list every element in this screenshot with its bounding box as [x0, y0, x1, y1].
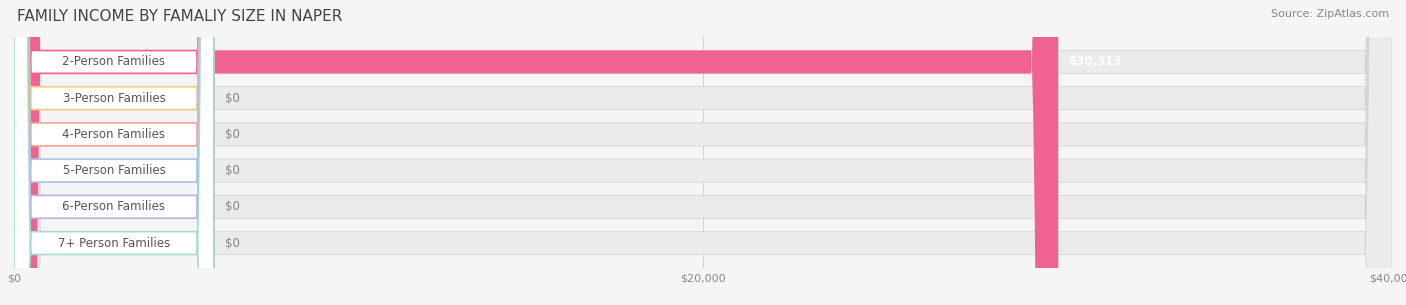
- Text: $0: $0: [225, 164, 240, 177]
- Text: 3-Person Families: 3-Person Families: [62, 92, 166, 105]
- FancyBboxPatch shape: [14, 0, 1059, 305]
- Text: $0: $0: [225, 92, 240, 105]
- Text: $0: $0: [225, 200, 240, 213]
- Text: 7+ Person Families: 7+ Person Families: [58, 237, 170, 249]
- FancyBboxPatch shape: [14, 0, 214, 305]
- FancyBboxPatch shape: [14, 0, 1392, 305]
- FancyBboxPatch shape: [14, 0, 214, 305]
- Text: 4-Person Families: 4-Person Families: [62, 128, 166, 141]
- FancyBboxPatch shape: [14, 0, 214, 305]
- Text: 5-Person Families: 5-Person Families: [62, 164, 166, 177]
- Text: $0: $0: [225, 237, 240, 249]
- Text: $0: $0: [225, 128, 240, 141]
- Text: FAMILY INCOME BY FAMALIY SIZE IN NAPER: FAMILY INCOME BY FAMALIY SIZE IN NAPER: [17, 9, 342, 24]
- Text: $30,313: $30,313: [1069, 56, 1122, 68]
- FancyBboxPatch shape: [14, 0, 214, 305]
- FancyBboxPatch shape: [14, 0, 1392, 305]
- FancyBboxPatch shape: [14, 0, 1392, 305]
- Text: 6-Person Families: 6-Person Families: [62, 200, 166, 213]
- FancyBboxPatch shape: [14, 0, 214, 305]
- Text: 2-Person Families: 2-Person Families: [62, 56, 166, 68]
- FancyBboxPatch shape: [14, 0, 214, 305]
- FancyBboxPatch shape: [14, 0, 1392, 305]
- FancyBboxPatch shape: [14, 0, 1392, 305]
- FancyBboxPatch shape: [14, 0, 1392, 305]
- Text: Source: ZipAtlas.com: Source: ZipAtlas.com: [1271, 9, 1389, 19]
